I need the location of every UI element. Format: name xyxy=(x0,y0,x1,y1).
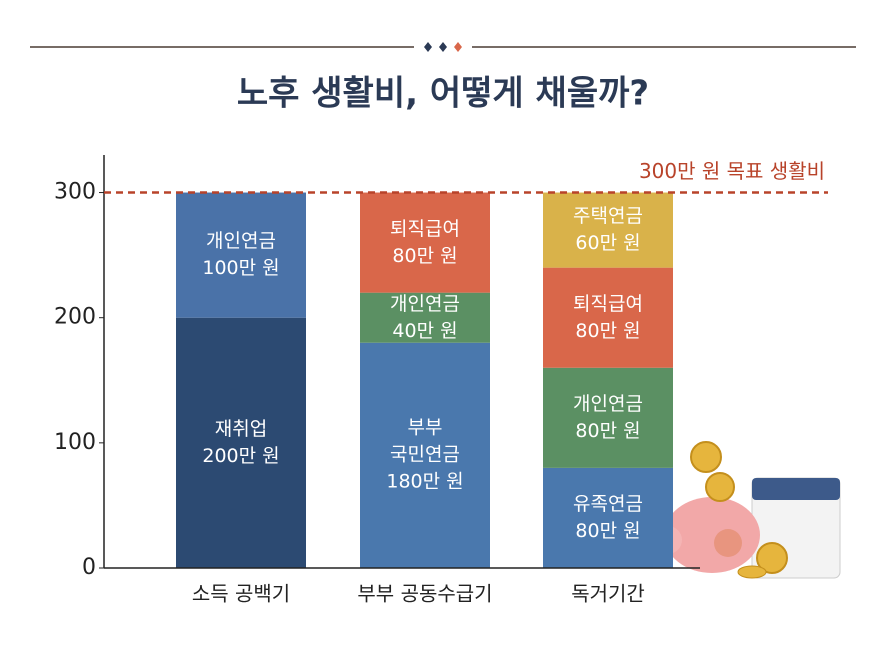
segment-label: 재취업 200만 원 xyxy=(176,416,306,470)
y-tick-label: 100 xyxy=(54,430,96,455)
y-tick-label: 200 xyxy=(54,305,96,330)
bar-segment xyxy=(543,467,673,568)
segment-value-label: 80만 원 xyxy=(575,419,641,442)
segment-value-label: 40만 원 xyxy=(392,319,458,342)
segment-label: 유족연금 80만 원 xyxy=(543,491,673,545)
decor-diamond xyxy=(454,42,462,52)
segment-name: 개인연금 xyxy=(206,230,276,253)
x-tick-label: 부부 공동수급기 xyxy=(357,582,492,606)
segment-value-label: 60만 원 xyxy=(575,232,641,255)
bar-segment xyxy=(543,367,673,468)
segment-label: 개인연금 100만 원 xyxy=(176,228,306,282)
segment-value-label: 100만 원 xyxy=(202,257,280,280)
bar-segment xyxy=(360,192,490,293)
y-tick-label: 300 xyxy=(54,180,96,205)
decor-diamond xyxy=(424,42,447,52)
target-label: 300만 원 목표 생활비 xyxy=(639,159,825,183)
bar-segment xyxy=(543,192,673,268)
segment-name: 유족연금 xyxy=(573,492,643,515)
segment-name: 재취업 xyxy=(214,417,268,440)
bar-segment xyxy=(543,267,673,368)
segment-name: 개인연금 xyxy=(390,292,460,315)
segment-label: 부부 국민연금 180만 원 xyxy=(360,415,490,496)
bar-segment xyxy=(176,317,306,568)
x-tick-label: 소득 공백기 xyxy=(192,582,290,606)
x-tick-label: 독거기간 xyxy=(571,582,645,606)
y-tick-label: 0 xyxy=(82,555,96,580)
segment-value-label: 180만 원 xyxy=(386,470,464,493)
segment-name: 퇴직급여 xyxy=(390,217,460,240)
segment-label: 개인연금 40만 원 xyxy=(360,291,490,345)
segment-label: 퇴직급여 80만 원 xyxy=(543,291,673,345)
segment-name: 주택연금 xyxy=(573,205,643,228)
illustration xyxy=(654,441,841,579)
segment-value-label: 80만 원 xyxy=(575,319,641,342)
segment-label: 주택연금 60만 원 xyxy=(543,203,673,257)
segment-name: 개인연금 xyxy=(573,392,643,415)
segment-label: 퇴직급여 80만 원 xyxy=(360,216,490,270)
segment-name: 부부 국민연금 xyxy=(390,416,460,466)
bar-segment xyxy=(176,192,306,318)
bar-segment xyxy=(360,342,490,568)
segment-value-label: 200만 원 xyxy=(202,444,280,467)
segment-value-label: 80만 원 xyxy=(392,244,458,267)
chart-title: 노후 생활비, 어떻게 채울까? xyxy=(237,74,649,114)
bar-segment xyxy=(360,292,490,343)
segment-value-label: 80만 원 xyxy=(575,519,641,542)
segment-name: 퇴직급여 xyxy=(573,292,643,315)
segment-label: 개인연금 80만 원 xyxy=(543,391,673,445)
